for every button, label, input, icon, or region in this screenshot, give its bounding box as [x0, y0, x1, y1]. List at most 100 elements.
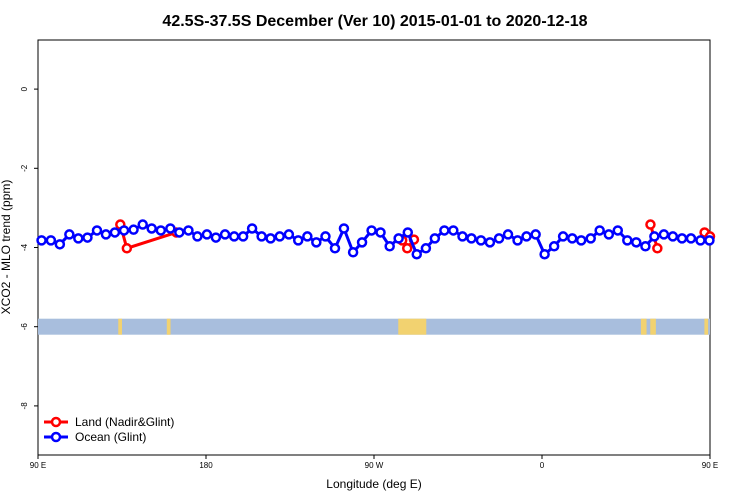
ocean-point — [100, 229, 112, 240]
chart-title: 42.5S-37.5S December (Ver 10) 2015-01-01… — [162, 13, 587, 30]
ocean-point — [73, 233, 84, 244]
ocean-point — [201, 229, 213, 240]
ocean-point — [137, 219, 148, 230]
ocean-point — [347, 247, 359, 258]
ocean-point — [118, 225, 130, 236]
ocean-point — [667, 231, 679, 242]
series-layer — [36, 219, 716, 260]
ocean-point — [219, 229, 231, 240]
x-tick-label: 90 W — [365, 461, 384, 470]
y-tick-label: -8 — [20, 402, 29, 410]
y-tick-label: -2 — [20, 164, 29, 172]
land-ocean-band — [38, 318, 710, 335]
land-patch — [166, 318, 171, 335]
ocean-point — [146, 223, 157, 234]
ocean-point — [521, 231, 532, 242]
ocean-series — [36, 219, 715, 260]
legend: Land (Nadir&Glint) Ocean (Glint) — [44, 415, 174, 444]
ocean-point — [631, 237, 642, 248]
ocean-point — [246, 223, 258, 234]
ocean-point — [366, 225, 377, 236]
x-tick-label: 90 E — [702, 461, 718, 470]
plot-frame — [37, 39, 711, 456]
ocean-point — [411, 248, 422, 260]
ocean-point — [612, 225, 624, 236]
ocean-point — [448, 225, 459, 236]
ocean-point — [375, 227, 386, 238]
ocean-band — [38, 318, 710, 335]
ocean-point — [512, 235, 523, 246]
ocean-point — [54, 239, 66, 250]
y-tick-label: -6 — [20, 323, 29, 331]
ocean-point — [384, 241, 395, 252]
ocean-point — [649, 231, 660, 242]
ocean-point — [594, 225, 605, 236]
ocean-point — [566, 233, 578, 244]
ocean-point — [484, 237, 496, 248]
land-point — [645, 219, 656, 230]
ocean-point — [109, 227, 121, 238]
land-patch — [650, 318, 656, 335]
ocean-point — [183, 225, 194, 236]
land-patch — [398, 318, 427, 335]
ocean-point — [265, 233, 276, 244]
ocean-point — [210, 232, 222, 243]
land-point — [121, 243, 133, 254]
legend-land-label: Land (Nadir&Glint) — [75, 415, 174, 429]
ocean-point — [320, 231, 331, 242]
ocean-point — [311, 237, 322, 248]
ocean-point — [685, 233, 697, 244]
y-tick-label: -4 — [20, 243, 29, 251]
ocean-point — [457, 231, 468, 242]
ocean-point — [466, 233, 477, 244]
ocean-point — [530, 229, 541, 240]
x-tick-label: 180 — [199, 461, 213, 470]
ocean-point — [329, 243, 341, 254]
land-patch — [640, 318, 647, 335]
ocean-point — [640, 241, 651, 252]
ocean-point — [128, 224, 139, 235]
ocean-point — [155, 225, 167, 236]
ocean-point — [402, 227, 414, 238]
x-tick-label: 0 — [540, 461, 545, 470]
ocean-point — [429, 233, 441, 244]
x-tick-label: 90 E — [30, 461, 46, 470]
ocean-point — [292, 235, 304, 246]
ocean-point — [420, 243, 432, 254]
ocean-point — [493, 233, 505, 244]
legend-land-marker — [50, 416, 62, 428]
ocean-point — [91, 225, 103, 236]
ocean-point — [82, 232, 93, 243]
ocean-point — [165, 223, 176, 234]
y-axis-label: XCO2 - MLO trend (ppm) — [0, 180, 13, 315]
ocean-point — [256, 231, 267, 242]
ocean-point — [475, 235, 487, 246]
ocean-point — [585, 233, 596, 244]
land-point — [401, 243, 413, 254]
land-point — [652, 243, 663, 254]
ocean-point — [393, 233, 404, 244]
ocean-point — [548, 241, 560, 252]
x-axis-label: Longitude (deg E) — [326, 477, 421, 491]
ocean-point — [356, 237, 368, 248]
ocean-point — [274, 231, 285, 242]
ocean-point — [622, 235, 633, 246]
ocean-point — [439, 225, 450, 236]
ocean-point — [174, 227, 185, 238]
ocean-point — [237, 231, 249, 242]
ocean-point — [228, 231, 240, 242]
land-patch — [704, 318, 709, 335]
ocean-point — [539, 248, 550, 260]
legend-ocean-marker — [50, 431, 62, 443]
ocean-point — [302, 231, 313, 242]
ocean-point — [695, 235, 706, 246]
y-tick-label: 0 — [20, 86, 29, 91]
ocean-point — [192, 231, 203, 242]
ocean-point — [575, 235, 587, 246]
ocean-point — [64, 229, 75, 240]
land-patch — [118, 318, 122, 335]
ocean-point — [338, 223, 350, 234]
ocean-point — [676, 233, 688, 244]
ocean-point — [502, 229, 514, 240]
